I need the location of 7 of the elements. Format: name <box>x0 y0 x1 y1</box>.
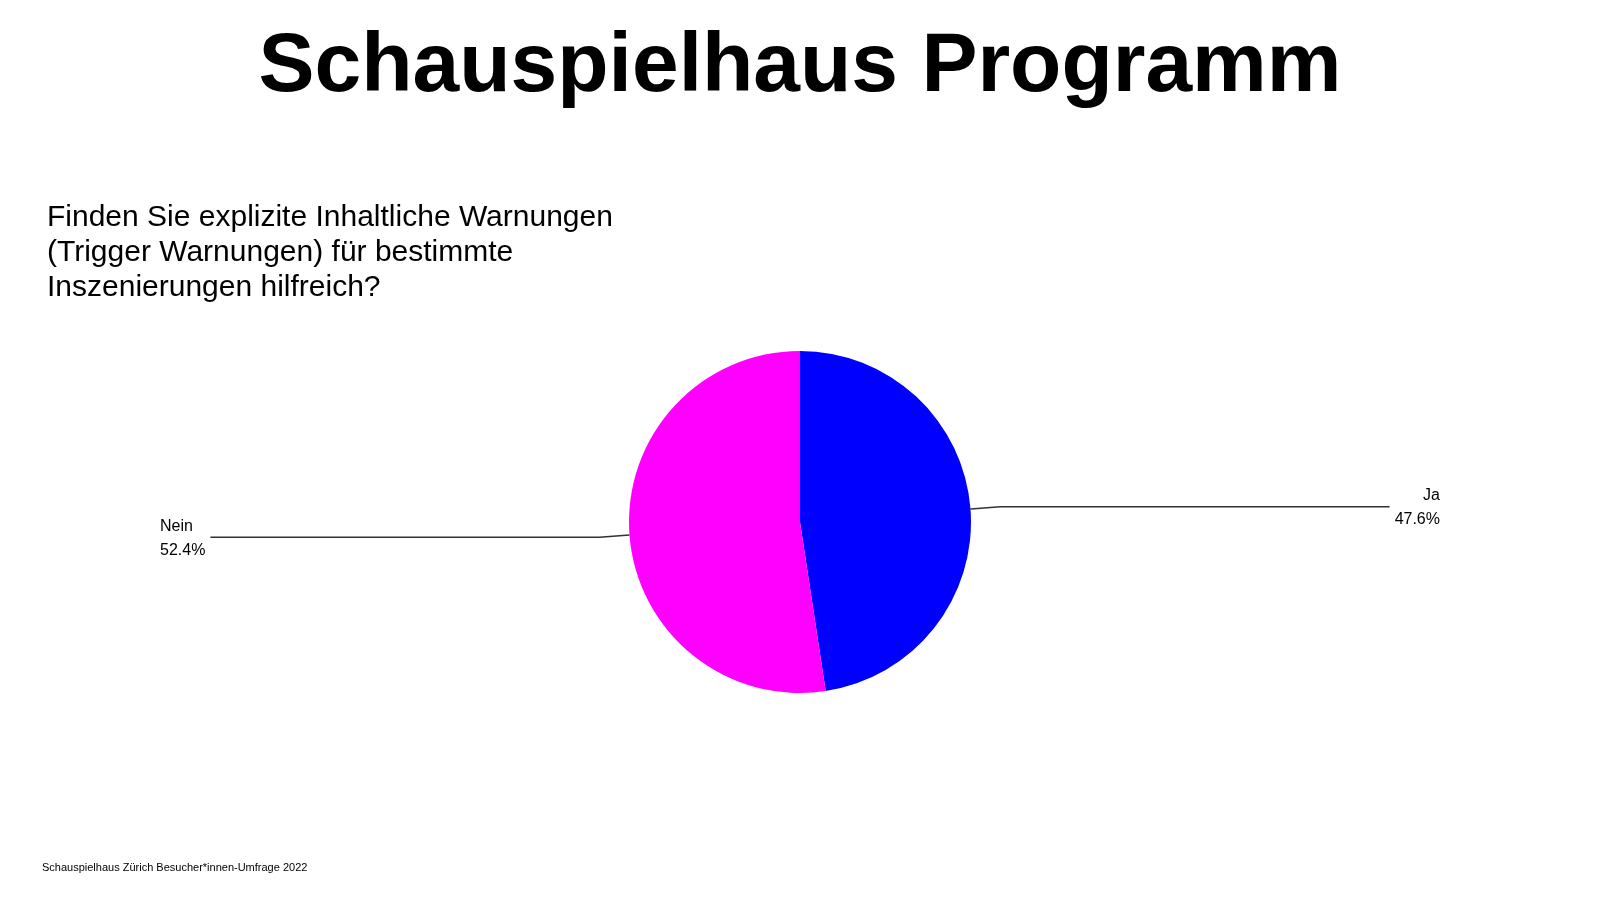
chart-subtitle: Finden Sie explizite Inhaltliche Warnungen (Trigger Warnungen) für bestimmte Inszenierungen hilfreich? <box>47 199 613 302</box>
data-label: 47.6% <box>1394 510 1440 528</box>
chart-title: Schauspielhaus Programm <box>258 15 1342 109</box>
slice-label: Ja <box>1423 486 1441 504</box>
data-label: 52.4% <box>160 540 206 558</box>
text: Schauspielhaus Zürich Besucher*innen-Umfrage 2022 <box>42 860 308 873</box>
slice-label: Nein <box>160 516 193 534</box>
